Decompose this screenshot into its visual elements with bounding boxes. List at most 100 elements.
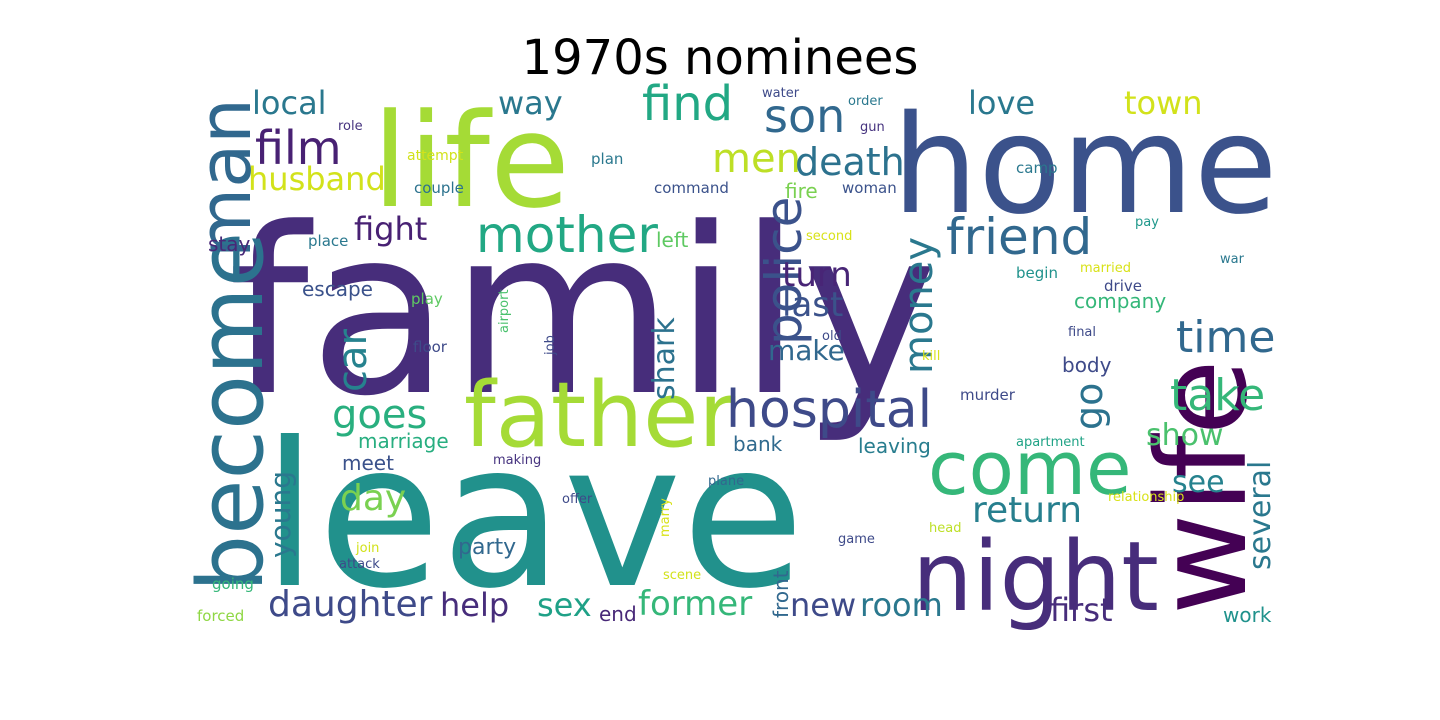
word-game: game [838,532,875,547]
word-meet: meet [342,451,394,475]
word-home: home [892,87,1278,245]
word-make: make [768,334,845,367]
word-love: love [968,84,1035,122]
word-drive: drive [1104,277,1142,295]
word-town: town [1124,84,1203,122]
word-marry: marry [658,498,673,537]
word-police: police [755,197,813,345]
word-goes: goes [332,392,427,438]
word-order: order [848,94,883,109]
chart-title: 1970s nominees [521,30,919,86]
word-car: car [330,328,376,392]
word-fight: fight [354,210,427,248]
word-floor: floor [413,338,448,356]
word-man: man [183,98,267,258]
word-front: front [769,570,793,618]
word-friend: friend [946,208,1092,266]
word-father: father [464,363,736,468]
word-end: end [599,602,637,626]
word-go: go [1067,383,1111,430]
word-hospital: hospital [726,380,932,440]
word-offer: offer [562,492,593,507]
word-work: work [1223,603,1272,627]
word-mother: mother [476,206,658,264]
word-murder: murder [960,386,1016,404]
word-film: film [255,121,342,175]
word-local: local [252,84,327,122]
word-come: come [928,426,1132,512]
word-join: join [355,541,379,556]
word-plane: plane [708,474,744,489]
word-sex: sex [537,586,592,624]
word-see: see [1172,465,1225,500]
word-going: going [212,575,254,593]
word-leave: leave [262,400,805,633]
word-daughter: daughter [268,584,433,625]
word-attempt: attempt [407,148,464,164]
word-job: job [543,335,558,356]
word-head: head [929,521,961,536]
word-son: son [764,89,845,143]
word-left: left [656,228,689,252]
word-money: money [896,237,942,374]
word-become: become [179,232,284,592]
word-bank: bank [733,432,783,456]
word-several: several [1243,461,1278,570]
word-gun: gun [860,120,885,135]
word-former: former [638,584,752,624]
word-day: day [340,478,406,519]
word-relationship: relationship [1108,490,1184,505]
word-family: family [228,180,938,447]
word-command: command [654,179,729,197]
word-fire: fire [785,179,818,203]
word-escape: escape [302,277,373,301]
word-death: death [795,140,905,184]
word-pay: pay [1135,215,1159,230]
word-woman: woman [842,179,897,197]
word-stay: stay [208,232,251,256]
word-new: new [790,586,856,624]
word-scene: scene [663,568,701,583]
word-second: second [806,229,852,244]
word-return: return [972,490,1082,531]
word-kill: kill [922,349,940,364]
word-room: room [860,586,943,624]
word-play: play [411,290,443,308]
word-help: help [440,586,509,624]
word-begin: begin [1016,264,1058,282]
word-find: find [642,76,733,132]
word-plan: plan [591,150,623,168]
word-apartment: apartment [1016,435,1085,450]
word-forced: forced [197,607,244,625]
word-couple: couple [414,179,464,197]
word-place: place [308,232,348,250]
word-young: young [264,471,297,558]
word-husband: husband [248,160,386,198]
word-last: last [782,285,843,325]
word-old: old [822,329,842,344]
word-war: war [1220,252,1245,267]
word-role: role [338,119,363,134]
word-night: night [912,521,1159,633]
word-final: final [1068,325,1096,340]
word-wife: wife [1131,359,1275,615]
word-attack: attack [339,557,380,572]
word-turn: turn [782,255,852,295]
word-making: making [493,453,541,468]
word-men: men [712,136,801,182]
word-life: life [372,85,570,237]
word-leaving: leaving [858,434,931,458]
word-airport: airport [497,289,512,333]
word-time: time [1176,312,1275,363]
word-party: party [458,535,516,560]
word-married: married [1080,261,1131,276]
word-camp: camp [1016,159,1058,177]
word-water: water [762,86,800,101]
word-marriage: marriage [358,429,449,453]
word-take: take [1170,370,1265,421]
word-body: body [1062,353,1112,377]
word-shark: shark [647,317,682,400]
word-company: company [1074,289,1166,313]
word-show: show [1146,418,1224,453]
